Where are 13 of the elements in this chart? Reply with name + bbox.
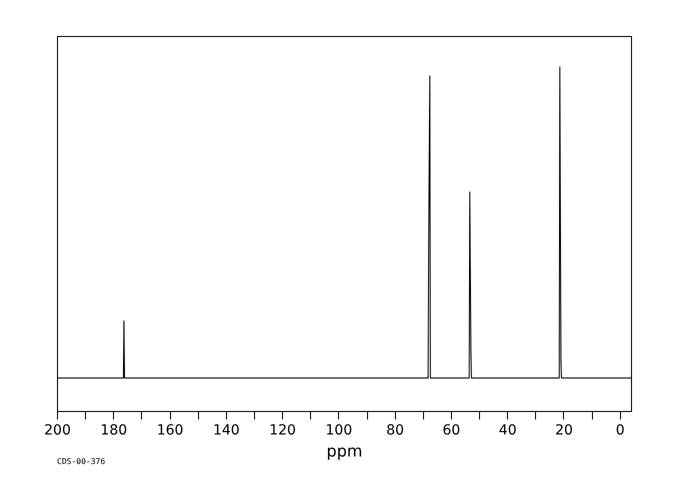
x-tick-label: 180: [100, 422, 128, 438]
x-tick-label: 160: [156, 422, 184, 438]
x-tick-label: 0: [616, 422, 625, 438]
x-tick-label: 100: [326, 422, 352, 438]
x-tick-label: 120: [269, 422, 296, 438]
x-tick-label: 40: [498, 422, 517, 438]
x-axis-title: ppm: [326, 442, 362, 460]
text: CDS-00-376: [57, 457, 106, 466]
x-tick-label: 60: [442, 422, 460, 438]
x-tick-label: 140: [212, 422, 240, 438]
x-tick-label: 80: [386, 422, 404, 438]
x-tick-label: 200: [44, 422, 71, 438]
x-tick-label: 20: [555, 422, 573, 438]
